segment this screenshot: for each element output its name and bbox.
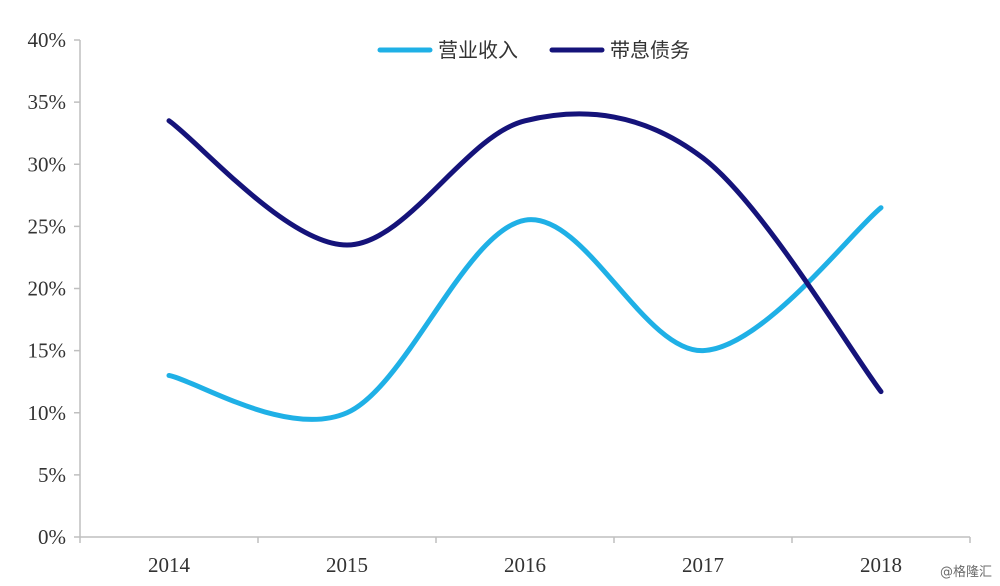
series-layer: [166, 111, 884, 422]
y-tick-label: 25%: [28, 214, 67, 238]
y-tick-label: 30%: [28, 152, 67, 176]
y-tick-label: 15%: [28, 339, 67, 363]
y-tick-label: 5%: [38, 463, 66, 487]
y-tick-label: 40%: [28, 28, 67, 52]
watermark-text: @格隆汇: [939, 565, 992, 580]
y-tick-label: 10%: [28, 401, 67, 425]
axes: [79, 40, 970, 538]
x-tick-label: 2018: [860, 553, 902, 577]
x-axis-ticks: 2014 2015 2016 2017 2018: [79, 537, 971, 577]
y-tick-label: 20%: [28, 277, 67, 301]
series-line-2: [166, 111, 884, 395]
legend: 营业收入 带息债务: [377, 38, 690, 62]
y-tick-label: 0%: [38, 525, 66, 549]
y-axis-ticks: 0% 5% 10% 15% 20% 25% 30% 35% 40%: [28, 28, 80, 549]
x-tick-label: 2015: [326, 553, 368, 577]
x-tick-label: 2014: [148, 553, 191, 577]
y-tick-label: 35%: [28, 90, 67, 114]
legend-label-1: 营业收入: [438, 38, 518, 62]
x-tick-label: 2016: [504, 553, 546, 577]
legend-label-2: 带息债务: [610, 38, 690, 62]
x-tick-label: 2017: [682, 553, 724, 577]
